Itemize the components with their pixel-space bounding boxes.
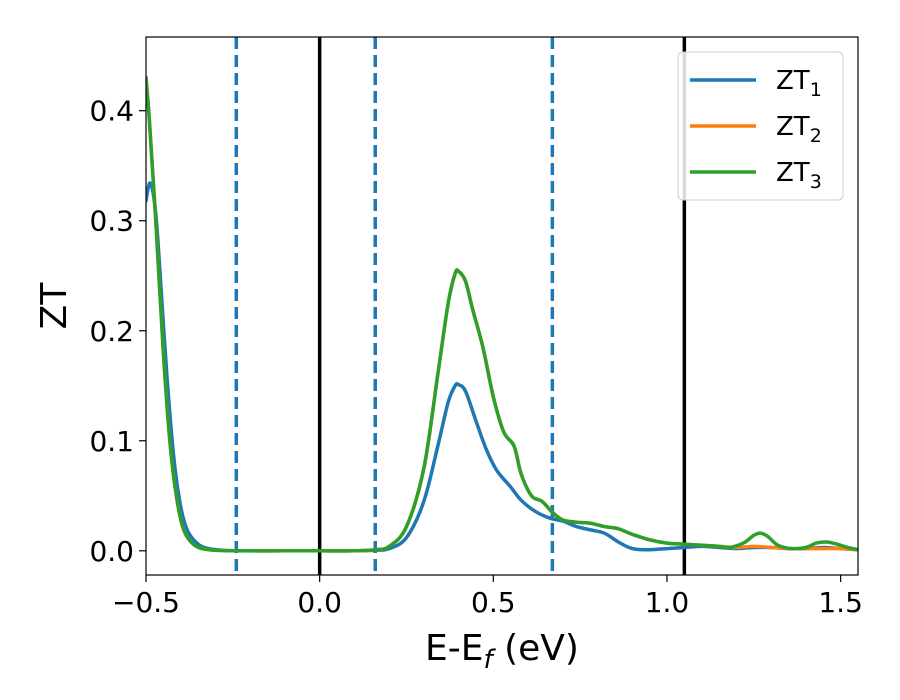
legend: ZT1 ZT2 ZT3 xyxy=(677,51,844,201)
legend-label-3: ZT3 xyxy=(776,158,822,193)
x-tick-label-1: 0.0 xyxy=(297,586,342,619)
reference-lines xyxy=(234,37,687,575)
y-axis-label: ZT xyxy=(34,282,75,330)
x-tick-label-0: −0.5 xyxy=(112,586,180,619)
x-axis-label: E-Ef (eV) xyxy=(425,628,579,675)
y-tick-label-1: 0.1 xyxy=(89,425,134,458)
x-axis-ticks: −0.5 0.0 0.5 1.0 1.5 xyxy=(112,575,863,619)
y-tick-label-0: 0.0 xyxy=(89,535,134,568)
y-tick-label-2: 0.2 xyxy=(89,315,134,348)
series-line-1 xyxy=(146,181,858,553)
y-tick-label-4: 0.4 xyxy=(89,95,134,128)
legend-label-2: ZT2 xyxy=(776,112,822,147)
x-tick-label-2: 0.5 xyxy=(471,586,516,619)
y-tick-label-3: 0.3 xyxy=(89,205,134,238)
legend-label-1: ZT1 xyxy=(776,66,822,101)
y-axis-ticks: 0.0 0.1 0.2 0.3 0.4 xyxy=(89,95,146,568)
x-tick-label-4: 1.5 xyxy=(818,586,863,619)
series-lines xyxy=(146,75,858,553)
legend-box xyxy=(677,51,844,201)
series-line-3 xyxy=(146,75,858,553)
plot-frame xyxy=(145,36,859,576)
x-tick-label-3: 1.0 xyxy=(645,586,690,619)
